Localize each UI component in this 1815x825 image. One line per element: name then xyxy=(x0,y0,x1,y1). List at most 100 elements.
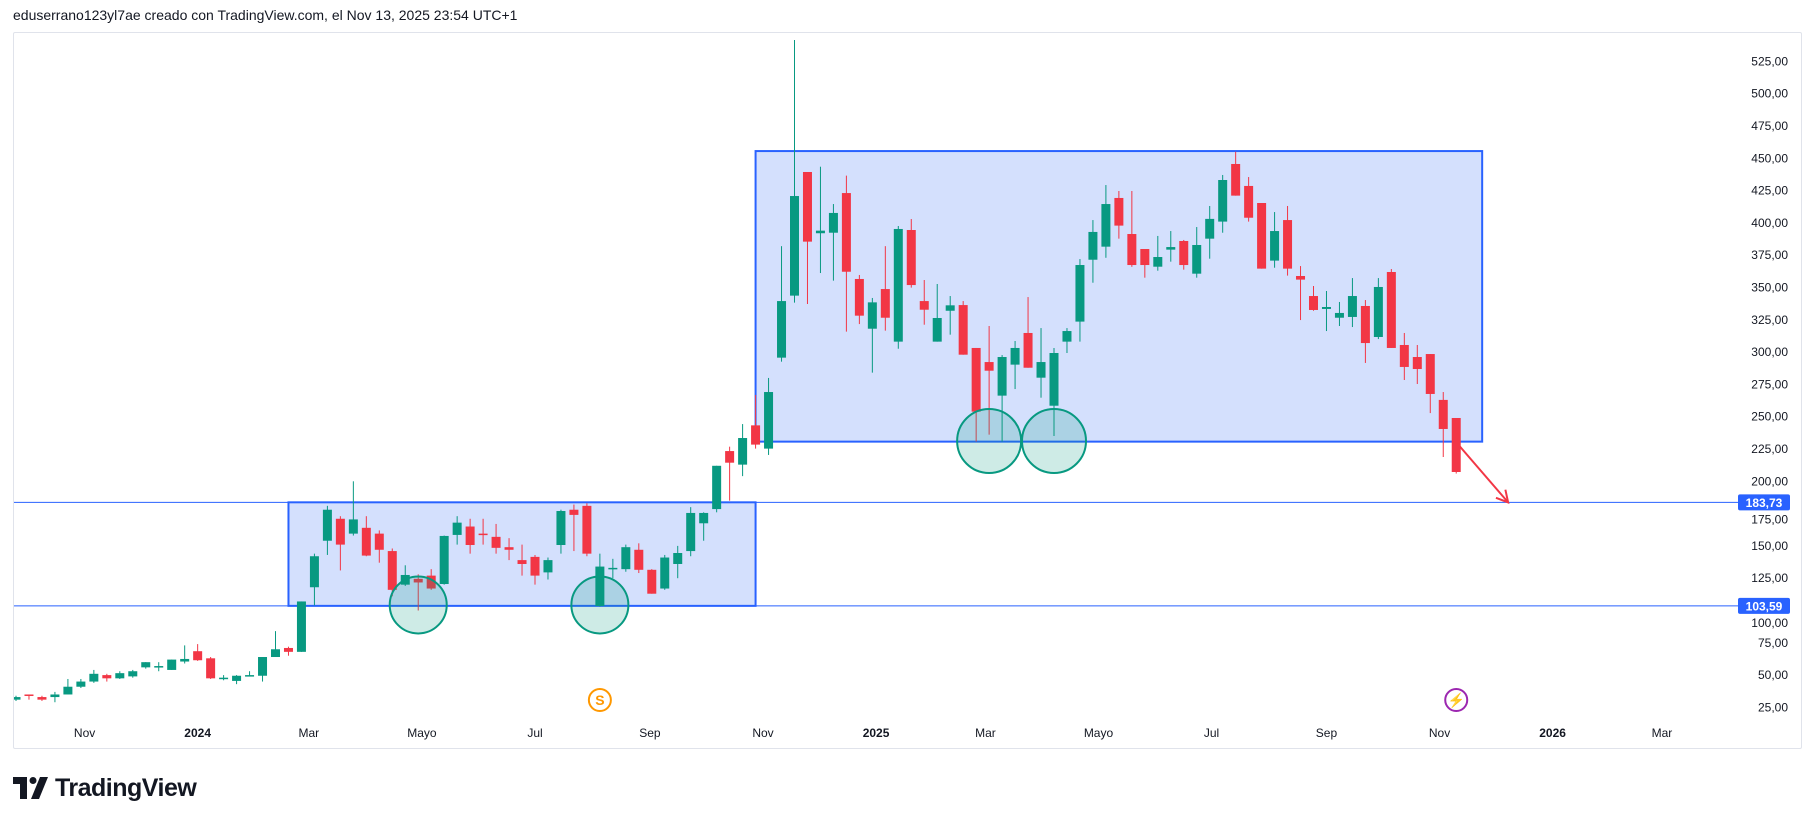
price-tick-label: 125,00 xyxy=(1751,571,1788,585)
time-tick-label: Nov xyxy=(752,726,773,740)
price-tick-label: 450,00 xyxy=(1751,151,1788,165)
support-circle-4 xyxy=(1021,407,1087,474)
candle-down xyxy=(24,694,34,696)
candle-up xyxy=(167,659,177,670)
candle-down xyxy=(634,549,644,570)
candle-up xyxy=(777,301,787,358)
candle-up xyxy=(932,317,942,342)
candle-down xyxy=(1360,305,1370,344)
candle-down xyxy=(1296,276,1306,280)
dividend-icon-glyph: S xyxy=(595,692,604,708)
candle-down xyxy=(102,675,112,679)
candle-up xyxy=(1270,231,1280,261)
horizontal-line-drawings xyxy=(14,501,1738,607)
candle-up xyxy=(309,556,319,588)
candle-up xyxy=(128,671,138,677)
candle-up xyxy=(245,675,255,677)
time-tick-label: Jul xyxy=(1204,726,1219,740)
candle-up xyxy=(219,677,229,680)
candle-down xyxy=(569,509,579,515)
price-tick-label: 275,00 xyxy=(1751,377,1788,391)
candle-down xyxy=(1114,197,1124,226)
price-tick-label: 100,00 xyxy=(1751,616,1788,630)
candle-down xyxy=(504,547,514,550)
candle-down xyxy=(387,551,397,590)
price-tick-label: 475,00 xyxy=(1751,119,1788,133)
candle-up xyxy=(296,601,306,652)
candle-up xyxy=(543,560,553,573)
price-tick-label: 150,00 xyxy=(1751,539,1788,553)
candle-up xyxy=(1010,347,1020,365)
candle-down xyxy=(1386,271,1396,348)
arrow-line xyxy=(1455,441,1509,504)
candle-down xyxy=(1412,357,1422,370)
dividend-icon[interactable]: S xyxy=(587,688,612,712)
candle-down xyxy=(1309,296,1318,310)
candle-down xyxy=(478,533,488,536)
earnings-icon-glyph: ⚡ xyxy=(1448,692,1465,709)
candle-up xyxy=(828,212,838,233)
candle-up xyxy=(686,512,696,552)
candle-up xyxy=(1205,218,1215,239)
candle-down xyxy=(1257,203,1267,269)
time-tick-label: 2026 xyxy=(1539,726,1566,740)
candle-up xyxy=(1218,180,1228,222)
candle-up xyxy=(945,305,955,311)
price-tick-label: 200,00 xyxy=(1751,474,1788,488)
candle-down xyxy=(802,171,812,242)
candle-up xyxy=(1166,247,1176,250)
candle-down xyxy=(751,425,761,445)
candle-up xyxy=(1049,353,1059,406)
candle-down xyxy=(374,533,384,550)
event-markers: S ⚡ xyxy=(587,688,1469,712)
candle-up xyxy=(271,649,280,658)
candle-up xyxy=(1036,362,1046,378)
candle-up xyxy=(621,547,631,570)
candle-up xyxy=(115,673,125,679)
candle-up xyxy=(815,230,825,234)
candle-up xyxy=(1321,307,1331,309)
candle-up xyxy=(1373,286,1383,337)
candle-up xyxy=(76,681,86,687)
tradingview-logo[interactable]: TradingView xyxy=(13,774,197,802)
candle-down xyxy=(582,505,592,554)
candle-up xyxy=(608,567,618,570)
time-tick-label: Mar xyxy=(975,726,996,740)
candle-up xyxy=(790,196,799,296)
candle-down xyxy=(1399,344,1409,367)
candle-up xyxy=(63,686,73,695)
candle-down xyxy=(971,347,981,412)
candle-up xyxy=(141,662,151,668)
time-tick-label: Mar xyxy=(299,726,320,740)
price-axis[interactable]: 25,00 50,00 75,00 100,00 125,00 150,00 175,00 2… xyxy=(1751,54,1788,714)
time-axis[interactable]: Nov 2024 Mar Mayo Jul Sep Nov 2025 Mar Mayo Jul Sep… xyxy=(74,726,1672,740)
price-tick-label: 75,00 xyxy=(1758,636,1788,650)
support-circle-2 xyxy=(570,575,630,635)
candle-up xyxy=(1347,296,1357,317)
chart-caption: eduserrano123yl7ae creado con TradingVie… xyxy=(13,7,518,23)
candles xyxy=(14,39,1461,703)
candle-down xyxy=(426,575,436,589)
price-tick-label: 425,00 xyxy=(1751,184,1788,198)
candle-down xyxy=(647,569,657,594)
candle-up xyxy=(595,566,605,606)
earnings-icon[interactable]: ⚡ xyxy=(1444,688,1469,712)
candle-down xyxy=(206,658,216,679)
time-tick-label: Sep xyxy=(639,726,661,740)
candle-down xyxy=(1127,234,1137,266)
support-circle-1 xyxy=(388,575,448,635)
candle-down xyxy=(413,578,423,583)
candle-up xyxy=(699,512,709,524)
price-tick-label: 325,00 xyxy=(1751,313,1788,327)
time-tick-label: Jul xyxy=(527,726,542,740)
dividend-icon-ring xyxy=(587,688,612,712)
price-tick-label: 500,00 xyxy=(1751,87,1788,101)
candle-down xyxy=(283,647,293,652)
candle-up xyxy=(997,357,1007,396)
earnings-icon-ring xyxy=(1444,688,1469,712)
candle-up xyxy=(50,694,60,698)
candle-down xyxy=(193,651,203,661)
time-tick-label: 2024 xyxy=(184,726,211,740)
time-tick-label: Mar xyxy=(1652,726,1673,740)
